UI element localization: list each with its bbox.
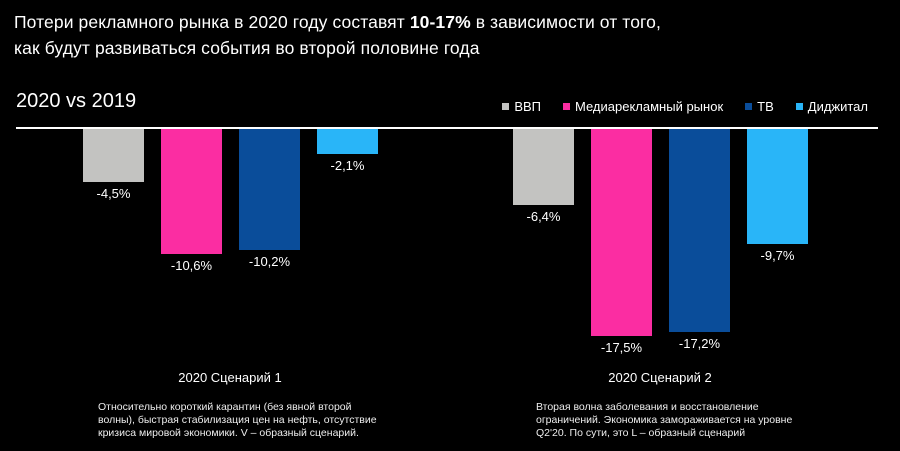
slide-title: Потери рекламного рынка в 2020 году сост… — [14, 9, 661, 61]
legend-item-media-ad-market: Медиарекламный рынок — [563, 99, 723, 114]
bar-gdp-scenario-2 — [513, 129, 574, 205]
bar-value-tv-scenario-2: -17,2% — [678, 336, 721, 351]
legend-swatch-tv — [745, 103, 753, 110]
title-line1-pre: Потери рекламного рынка в 2020 году сост… — [14, 12, 410, 32]
scenario-2-footnote: Вторая волна заболевания и восстановлени… — [536, 401, 792, 440]
bar-value-digital-scenario-2: -9,7% — [760, 248, 795, 263]
legend-item-gdp: ВВП — [502, 99, 541, 114]
bar-value-tv-scenario-1: -10,2% — [248, 254, 291, 269]
footnote-line: Q2'20. По сути, это L – образный сценари… — [536, 427, 746, 439]
footnote-line: Вторая волна заболевания и восстановлени… — [536, 401, 759, 413]
scenario-1-label: 2020 Сценарий 1 — [178, 370, 282, 385]
bar-digital-scenario-2 — [747, 129, 808, 244]
legend-label-digital: Диджитал — [807, 99, 868, 114]
bar-tv-scenario-1 — [239, 129, 300, 250]
scenario-2-label: 2020 Сценарий 2 — [608, 370, 712, 385]
bar-media-ad-market-scenario-1 — [161, 129, 222, 254]
bar-tv-scenario-2 — [669, 129, 730, 332]
footnote-line: волны), быстрая стабилизация цен на нефт… — [98, 414, 377, 426]
footnote-line: Относительно короткий карантин (без явно… — [98, 401, 352, 413]
legend-item-digital: Диджитал — [795, 99, 868, 114]
legend-item-tv: ТВ — [745, 99, 774, 114]
title-highlight: 10-17% — [409, 12, 471, 32]
footnote-line: ограничений. Экономика замораживается на… — [536, 414, 793, 426]
bar-gdp-scenario-1 — [83, 129, 144, 182]
footnote-line: кризиса мировой экономики. V – образный … — [98, 427, 359, 439]
legend-swatch-media-ad-market — [563, 103, 571, 110]
scenario-1-footnote: Относительно короткий карантин (без явно… — [98, 401, 377, 440]
chart-baseline-axis — [16, 127, 878, 129]
bar-digital-scenario-1 — [317, 129, 378, 154]
bar-chart: -4,5% -10,6% -10,2% -2,1% -6,4% -17,5% -17,2% -… — [0, 129, 900, 389]
bar-value-gdp-scenario-2: -6,4% — [526, 209, 561, 224]
bar-value-media-ad-market-scenario-1: -10,6% — [170, 258, 213, 273]
legend-swatch-gdp — [502, 103, 510, 110]
bar-value-gdp-scenario-1: -4,5% — [96, 186, 131, 201]
bar-value-media-ad-market-scenario-2: -17,5% — [600, 340, 643, 355]
legend-label-gdp: ВВП — [514, 99, 542, 114]
comparison-label: 2020 vs 2019 — [16, 90, 137, 112]
title-line2: как будут развиваться события во второй … — [14, 38, 480, 58]
legend-label-tv: ТВ — [757, 99, 774, 114]
bar-media-ad-market-scenario-2 — [591, 129, 652, 336]
legend-swatch-digital — [795, 103, 803, 110]
bar-value-digital-scenario-1: -2,1% — [330, 158, 365, 173]
chart-legend: ВВП Медиарекламный рынок ТВ Диджитал — [502, 99, 868, 114]
title-line1-post: в зависимости от того, — [470, 12, 661, 32]
legend-label-media-ad-market: Медиарекламный рынок — [575, 99, 724, 114]
